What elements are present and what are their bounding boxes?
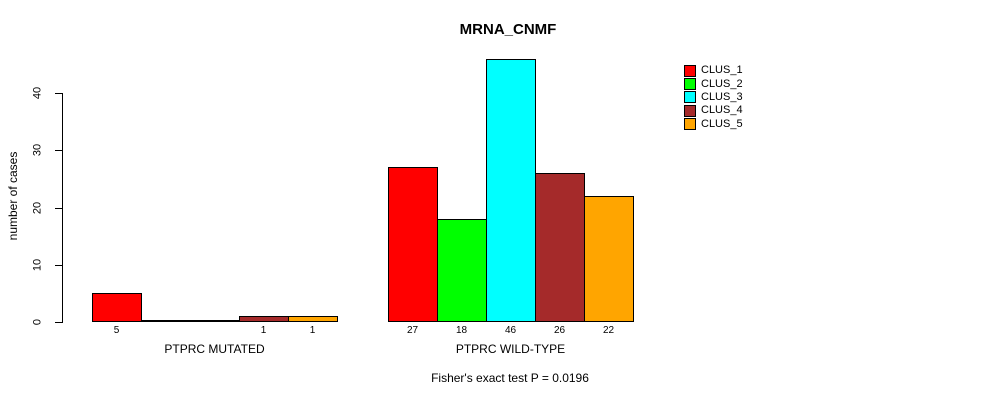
bar-value-label: 1 xyxy=(309,325,316,336)
bar-clus_5-ptprc-mutated xyxy=(288,316,338,322)
bar-clus_4-ptprc-wild-type xyxy=(535,173,585,322)
x-group-label: PTPRC WILD-TYPE xyxy=(455,342,566,356)
bar-clus_1-ptprc-wild-type xyxy=(388,167,438,322)
bar-clus_1-ptprc-mutated xyxy=(92,293,142,322)
legend-item: CLUS_5 xyxy=(684,118,743,131)
bar-clus_3-ptprc-wild-type xyxy=(486,59,536,322)
legend-item: CLUS_2 xyxy=(684,77,743,91)
bar-value-label: 22 xyxy=(602,325,615,336)
legend-label: CLUS_2 xyxy=(701,77,743,90)
legend-swatch-clus_3 xyxy=(684,91,696,104)
legend-label: CLUS_3 xyxy=(701,90,743,103)
legend-label: CLUS_4 xyxy=(701,104,743,117)
y-axis-tick xyxy=(55,208,62,209)
legend-item: CLUS_4 xyxy=(684,104,743,117)
y-tick-label: 40 xyxy=(31,86,44,100)
bar-value-label: 5 xyxy=(113,325,120,336)
bar-value-label: 27 xyxy=(406,325,419,336)
bar-value-label: 26 xyxy=(553,325,566,336)
y-tick-label: 0 xyxy=(31,318,44,326)
y-tick-label: 20 xyxy=(31,201,44,215)
legend: CLUS_1 CLUS_2 CLUS_3 CLUS_4 CLUS_5 xyxy=(684,64,743,131)
bar-clus_2-ptprc-wild-type xyxy=(437,219,487,322)
legend-label: CLUS_1 xyxy=(701,64,743,77)
y-tick-label: 10 xyxy=(31,258,44,272)
legend-swatch-clus_1 xyxy=(684,64,696,77)
annotation-fisher-test: Fisher's exact test P = 0.0196 xyxy=(431,371,589,385)
legend-swatch-clus_2 xyxy=(684,78,696,91)
bar-clus_3-ptprc-mutated xyxy=(190,320,240,322)
chart-title: MRNA_CNMF xyxy=(459,21,557,38)
bar-clus_2-ptprc-mutated xyxy=(141,320,191,322)
bar-clus_5-ptprc-wild-type xyxy=(584,196,634,322)
y-axis-tick xyxy=(55,150,62,151)
legend-swatch-clus_5 xyxy=(684,118,696,131)
y-axis-tick xyxy=(55,265,62,266)
y-axis-tick xyxy=(55,322,62,323)
bar-value-label: 1 xyxy=(260,325,267,336)
x-group-label: PTPRC MUTATED xyxy=(164,342,265,356)
y-axis-tick xyxy=(55,93,62,94)
bar-clus_4-ptprc-mutated xyxy=(239,316,289,322)
bar-value-label: 46 xyxy=(504,325,517,336)
bar-value-label: 18 xyxy=(455,325,468,336)
legend-item: CLUS_3 xyxy=(684,91,743,104)
legend-item: CLUS_1 xyxy=(684,64,743,77)
y-tick-label: 30 xyxy=(31,143,44,157)
legend-label: CLUS_5 xyxy=(701,117,743,130)
y-axis-line xyxy=(62,93,63,323)
legend-swatch-clus_4 xyxy=(684,104,696,117)
